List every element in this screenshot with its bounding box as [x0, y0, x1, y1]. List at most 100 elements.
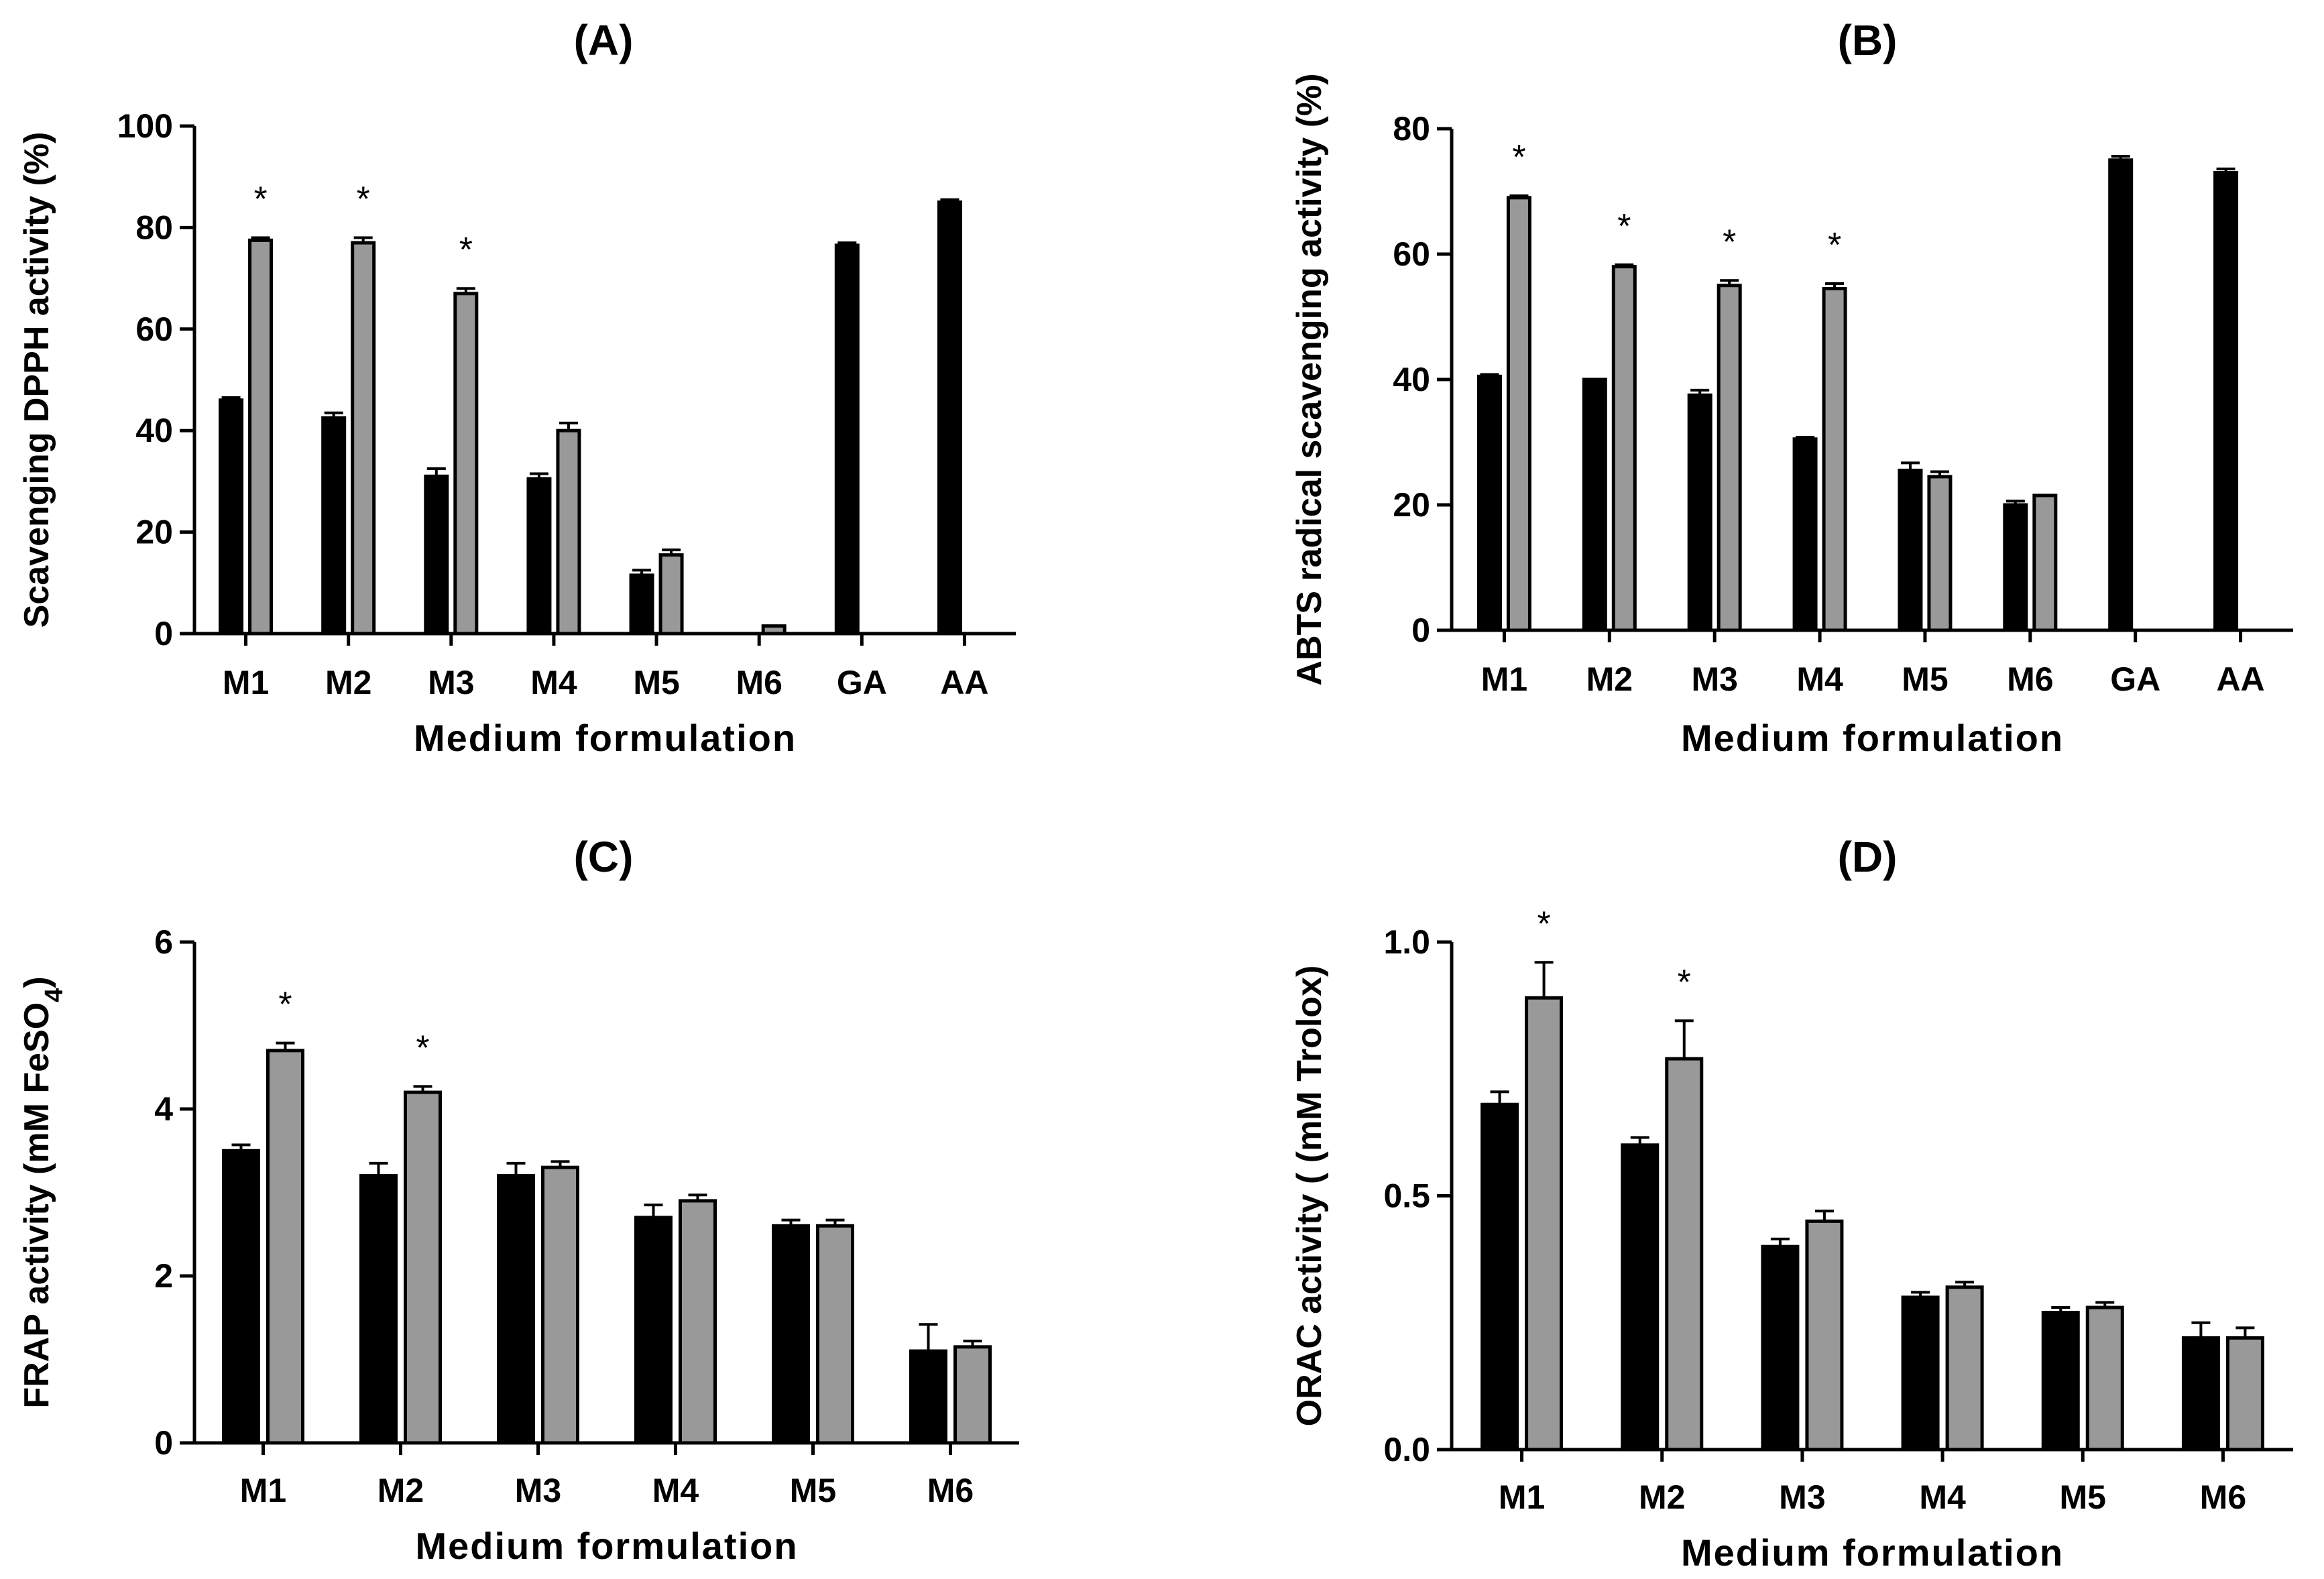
x-tick-label: M1	[1481, 660, 1527, 698]
bar-m5-series-2	[1927, 475, 1953, 632]
x-tick-label: AA	[940, 664, 988, 701]
bar-m3-series-2	[1805, 1219, 1844, 1452]
x-tick-label: M5	[790, 1472, 836, 1509]
panel-title: (C)	[574, 833, 634, 881]
bar-m1-series-2	[266, 1049, 304, 1445]
y-tick-label: 60	[1393, 235, 1430, 273]
y-tick-label: 0.0	[1383, 1431, 1430, 1468]
significance-marker: *	[1537, 904, 1550, 943]
x-axis-label: Medium formulation	[1681, 1531, 2064, 1574]
significance-marker: *	[1678, 963, 1691, 1002]
panel-title: (B)	[1838, 16, 1898, 64]
y-axis-label: ORAC activity ( (mM Trolox)	[1290, 966, 1329, 1427]
bar-m6-series-2	[953, 1345, 992, 1445]
x-tick-label: M2	[1586, 660, 1633, 698]
bar-m5-series-2	[2085, 1305, 2124, 1452]
bar-m3-series-1	[1687, 393, 1712, 632]
x-tick-label: M2	[1639, 1478, 1685, 1516]
bar-m6-series-1	[2181, 1336, 2220, 1452]
bar-m1-series-1	[1480, 1102, 1519, 1452]
y-tick-label: 40	[135, 412, 173, 449]
y-tick-label: 100	[117, 107, 173, 145]
x-tick-label: M3	[1779, 1478, 1825, 1516]
bar-m4-series-2	[1945, 1285, 1984, 1452]
bar-ga-series-1	[2108, 158, 2134, 632]
bar-m2-series-2	[404, 1090, 442, 1445]
y-tick-label: 0	[154, 615, 173, 652]
bar-m2-series-2	[1665, 1057, 1704, 1452]
bar-m3-series-1	[497, 1174, 535, 1445]
x-tick-label: M3	[428, 664, 474, 701]
y-tick-label: 40	[1393, 361, 1430, 398]
bar-m2-series-1	[1621, 1143, 1660, 1452]
chart-panel-3: (C) 0 2 4 6 FRAP activity (mM FeSO4) Medium fo…	[17, 833, 1019, 1567]
bar-m3-series-2	[453, 292, 479, 636]
y-tick-label: 20	[1393, 486, 1430, 524]
bar-m4-series-2	[556, 428, 581, 636]
y-tick-label: 20	[135, 514, 173, 551]
x-tick-label: M3	[1691, 660, 1737, 698]
bar-m4-series-1	[1901, 1295, 1940, 1452]
x-tick-label: M6	[736, 664, 782, 701]
chart-panel-1: (A) 0 20 40 60 80 100 Scavenging DPPH activity …	[17, 16, 1016, 759]
significance-marker: *	[1723, 223, 1736, 261]
x-axis-label: Medium formulation	[1681, 717, 2064, 759]
bar-m6-series-1	[909, 1349, 947, 1445]
y-tick-label: 60	[135, 310, 173, 348]
x-tick-label: M6	[2007, 660, 2053, 698]
y-tick-label: 4	[154, 1090, 173, 1128]
x-tick-label: GA	[2110, 660, 2160, 698]
x-tick-label: M4	[1796, 660, 1843, 698]
bar-m3-series-2	[1717, 284, 1742, 632]
bar-m4-series-2	[1822, 286, 1847, 632]
bar-aa-series-1	[937, 200, 962, 636]
bar-m3-series-1	[424, 474, 449, 636]
bar-m3-series-1	[1761, 1244, 1800, 1452]
x-tick-label: M4	[530, 664, 577, 701]
significance-marker: *	[1617, 207, 1631, 246]
y-tick-label: 0	[154, 1424, 173, 1462]
x-tick-label: M5	[2060, 1478, 2106, 1516]
bar-m6-series-2	[2032, 493, 2058, 632]
bar-m3-series-2	[541, 1165, 579, 1445]
bar-m5-series-1	[629, 573, 654, 636]
y-tick-label: 2	[154, 1257, 173, 1295]
bar-m2-series-1	[359, 1174, 398, 1445]
bar-ga-series-1	[834, 243, 860, 636]
x-tick-label: M1	[223, 664, 269, 701]
bar-m2-series-2	[351, 241, 376, 636]
bar-m5-series-1	[772, 1224, 810, 1445]
bar-aa-series-1	[2213, 170, 2239, 632]
bar-m5-series-1	[2041, 1311, 2080, 1452]
bar-m1-series-2	[1525, 996, 1564, 1452]
bar-m5-series-2	[658, 553, 684, 636]
x-tick-label: M6	[927, 1472, 974, 1509]
chart-panel-4: (D) 0.0 0.5 1.0 ORAC activity ( (mM Trolox) M…	[1290, 833, 2293, 1574]
panel-title: (D)	[1838, 833, 1898, 881]
bar-m4-series-1	[526, 477, 552, 636]
y-axis-label: FRAP activity (mM FeSO4)	[17, 976, 68, 1408]
significance-marker: *	[416, 1029, 429, 1067]
bar-m1-series-1	[222, 1149, 260, 1445]
x-tick-label: M4	[652, 1472, 699, 1509]
bar-m2-series-1	[1582, 377, 1607, 632]
bar-m1-series-1	[219, 398, 244, 636]
bar-m1-series-2	[1506, 196, 1531, 632]
x-tick-label: M5	[633, 664, 679, 701]
x-tick-label: M5	[1902, 660, 1948, 698]
x-tick-label: M3	[515, 1472, 561, 1509]
y-tick-label: 6	[154, 923, 173, 961]
bar-m1-series-1	[1476, 374, 1502, 632]
x-tick-label: AA	[2216, 660, 2264, 698]
y-tick-label: 1.0	[1383, 923, 1430, 961]
significance-marker: *	[1512, 138, 1525, 177]
bar-m4-series-1	[1792, 437, 1818, 632]
bar-m2-series-2	[1611, 265, 1637, 632]
x-axis-label: Medium formulation	[414, 717, 797, 759]
bar-m1-series-2	[248, 238, 274, 636]
significance-marker: *	[459, 231, 473, 270]
x-tick-label: M4	[1919, 1478, 1966, 1516]
bar-m5-series-2	[816, 1224, 854, 1445]
bar-m6-series-2	[2225, 1336, 2264, 1452]
